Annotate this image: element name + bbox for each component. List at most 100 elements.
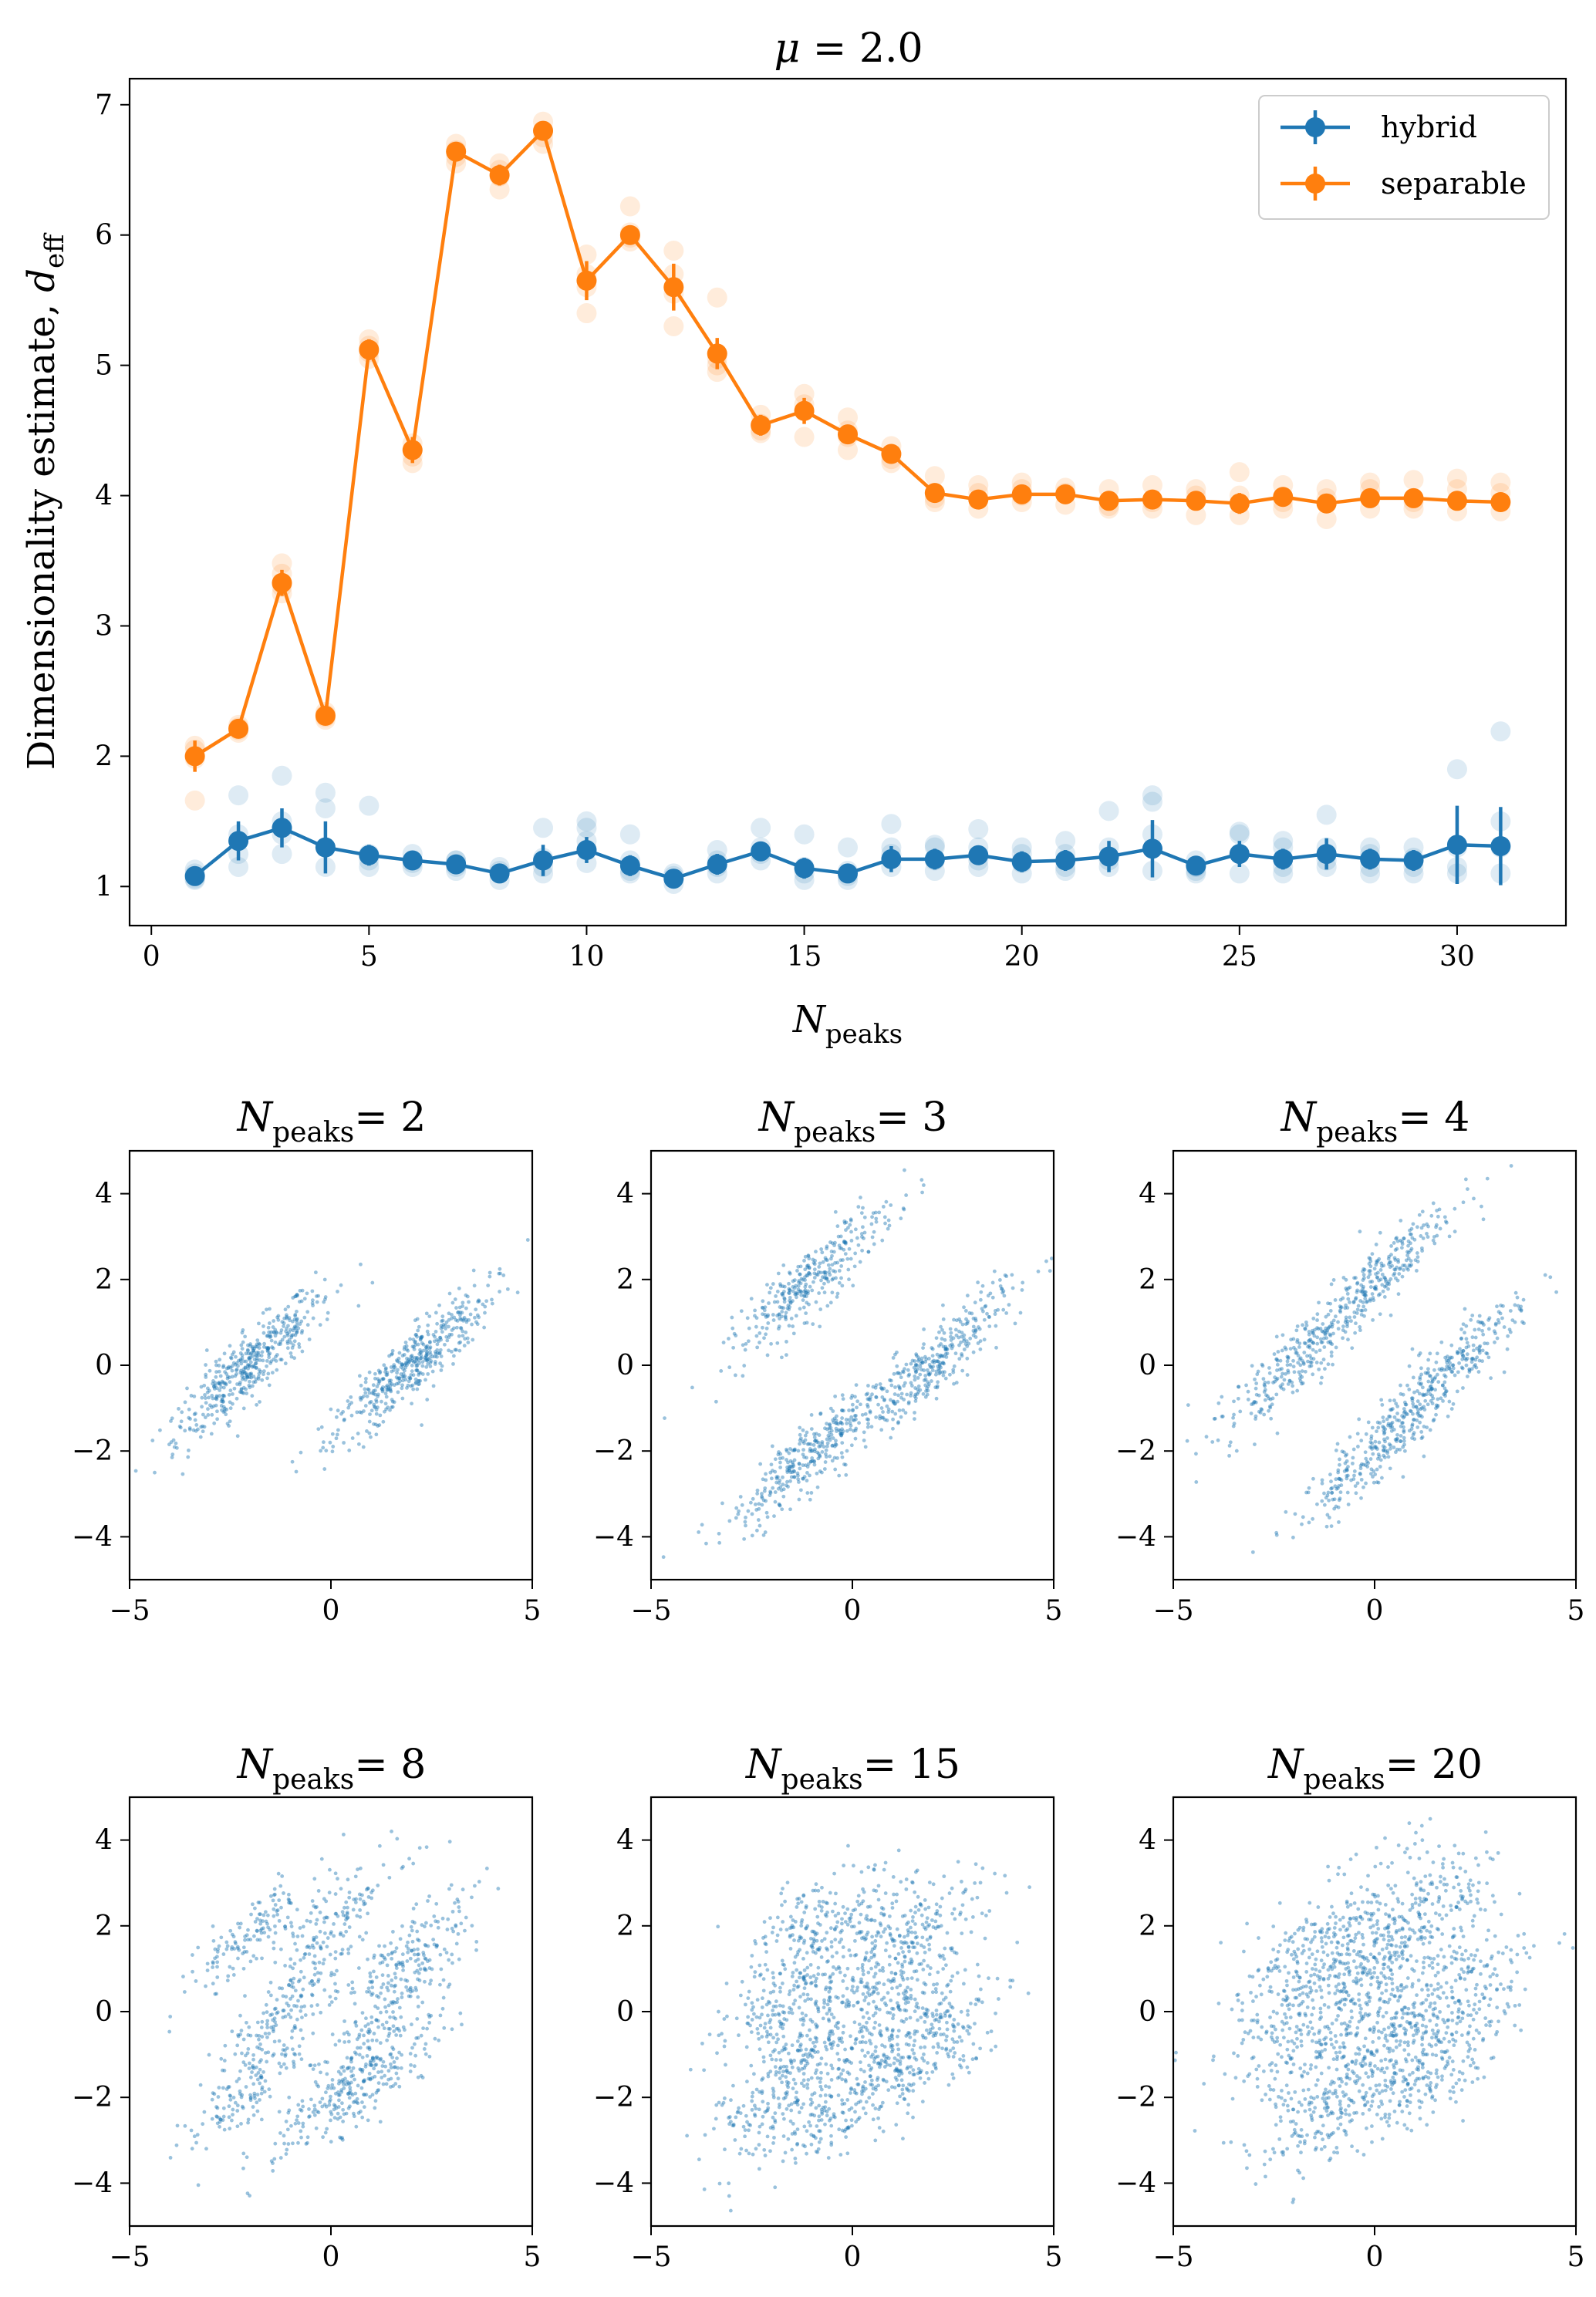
scatter-point xyxy=(194,1423,199,1427)
scatter-point xyxy=(841,1904,845,1909)
scatter-point xyxy=(219,1935,224,1940)
scatter-point xyxy=(804,1282,808,1287)
scatter-point xyxy=(954,1381,959,1385)
scatter-point xyxy=(788,1305,792,1309)
scatter-point xyxy=(1373,1472,1378,1476)
scatter-point xyxy=(1311,1372,1315,1377)
x-tick-label-5: 5 xyxy=(360,941,378,973)
scatter-point xyxy=(765,1515,770,1520)
scatter-point xyxy=(1473,1358,1478,1362)
scatter-point xyxy=(312,1877,317,1881)
scatter-point xyxy=(379,2010,383,2015)
scatter-point xyxy=(804,1904,808,1908)
scatter-point xyxy=(791,1988,796,1992)
scatter-point xyxy=(792,1475,796,1479)
scatter-point xyxy=(284,2120,288,2123)
scatter-point xyxy=(1472,1196,1476,1201)
hybrid-mean-point xyxy=(707,854,727,875)
scatter-point xyxy=(403,1378,408,1382)
scatter-point xyxy=(322,1300,326,1304)
scatter-point xyxy=(285,1339,290,1344)
scatter-point xyxy=(392,1363,396,1368)
scatter-point xyxy=(450,2027,454,2032)
scatter-point xyxy=(300,2015,304,2019)
x-tick-label-5: 5 xyxy=(524,1595,542,1627)
scatter-point xyxy=(265,2019,270,2023)
scatter-point xyxy=(373,2063,377,2067)
scatter-point xyxy=(410,1363,414,1368)
scatter-point xyxy=(1331,1318,1336,1323)
scatter-point xyxy=(255,2045,259,2049)
scatter-point xyxy=(1464,1363,1469,1368)
scatter-point xyxy=(260,1378,265,1382)
scatter-point xyxy=(260,1350,265,1354)
scatter-point xyxy=(756,2031,761,2036)
scatter-point xyxy=(394,1962,399,1967)
scatter-point xyxy=(416,1957,420,1961)
scatter-point xyxy=(298,1926,302,1930)
scatter-point xyxy=(295,1317,299,1322)
scatter-point xyxy=(409,2063,413,2067)
scatter-point xyxy=(329,2140,333,2144)
scatter-point xyxy=(872,1888,876,1893)
scatter-point xyxy=(1194,1452,1198,1456)
scatter-points-2 xyxy=(133,1238,530,1476)
scatter-point xyxy=(801,1277,805,1282)
scatter-point xyxy=(407,1360,412,1364)
scatter-point xyxy=(741,1343,745,1348)
scatter-point xyxy=(397,1376,402,1381)
scatter-point xyxy=(392,1989,396,1994)
scatter-point xyxy=(300,1934,305,1938)
scatter-point xyxy=(419,1350,423,1354)
scatter-point xyxy=(1516,1304,1520,1308)
scatter-point xyxy=(868,1409,872,1414)
separable-mean-point xyxy=(184,746,205,767)
scatter-point xyxy=(463,1928,467,1933)
scatter-point xyxy=(418,1335,423,1340)
scatter-point xyxy=(761,1977,766,1982)
y-tick-label-3: 3 xyxy=(95,610,113,642)
scatter-point xyxy=(194,1428,198,1433)
scatter-point xyxy=(979,1290,984,1294)
scatter-point xyxy=(750,1512,754,1516)
scatter-point xyxy=(233,1362,238,1367)
main-title: μ = 2.0 xyxy=(774,25,923,72)
scatter-point xyxy=(383,1401,388,1406)
scatter-point xyxy=(843,1911,847,1915)
scatter-point xyxy=(333,1982,337,1986)
scatter-point xyxy=(423,1345,428,1350)
scatter-point xyxy=(887,1962,892,1967)
scatter-point xyxy=(1232,1399,1236,1404)
scatter-point xyxy=(1473,1335,1478,1340)
scatter-point xyxy=(417,1371,421,1375)
scatter-point xyxy=(248,1372,253,1377)
scatter-point xyxy=(994,1345,998,1350)
scatter-point xyxy=(978,1297,983,1302)
scatter-point xyxy=(1286,1356,1291,1361)
scatter-point xyxy=(236,1956,240,1961)
scatter-point xyxy=(362,2105,366,2110)
scatter-point xyxy=(477,1299,481,1304)
scatter-point xyxy=(734,1506,739,1510)
scatter-point xyxy=(426,1371,430,1376)
scatter-point xyxy=(255,1365,258,1370)
scatter-point xyxy=(775,1290,780,1294)
scatter-point xyxy=(963,1917,968,1921)
scatter-point xyxy=(1297,1345,1301,1349)
scatter-point xyxy=(366,2046,370,2050)
scatter-point xyxy=(863,1445,868,1449)
scatter-point xyxy=(385,1388,390,1392)
scatter-point xyxy=(1415,1399,1420,1404)
scatter-point xyxy=(883,1860,888,1865)
scatter-point xyxy=(1461,1386,1465,1390)
scatter-point xyxy=(240,1353,245,1358)
scatter-point xyxy=(385,1963,390,1968)
scatter-point xyxy=(802,1968,807,1972)
scatter-point xyxy=(913,1911,917,1914)
scatter-point xyxy=(209,1432,214,1436)
scatter-point xyxy=(1343,1453,1348,1458)
scatter-point xyxy=(391,2047,396,2052)
scatter-point xyxy=(309,2004,314,2009)
scatter-point xyxy=(423,1355,427,1360)
scatter-point xyxy=(341,1410,346,1414)
